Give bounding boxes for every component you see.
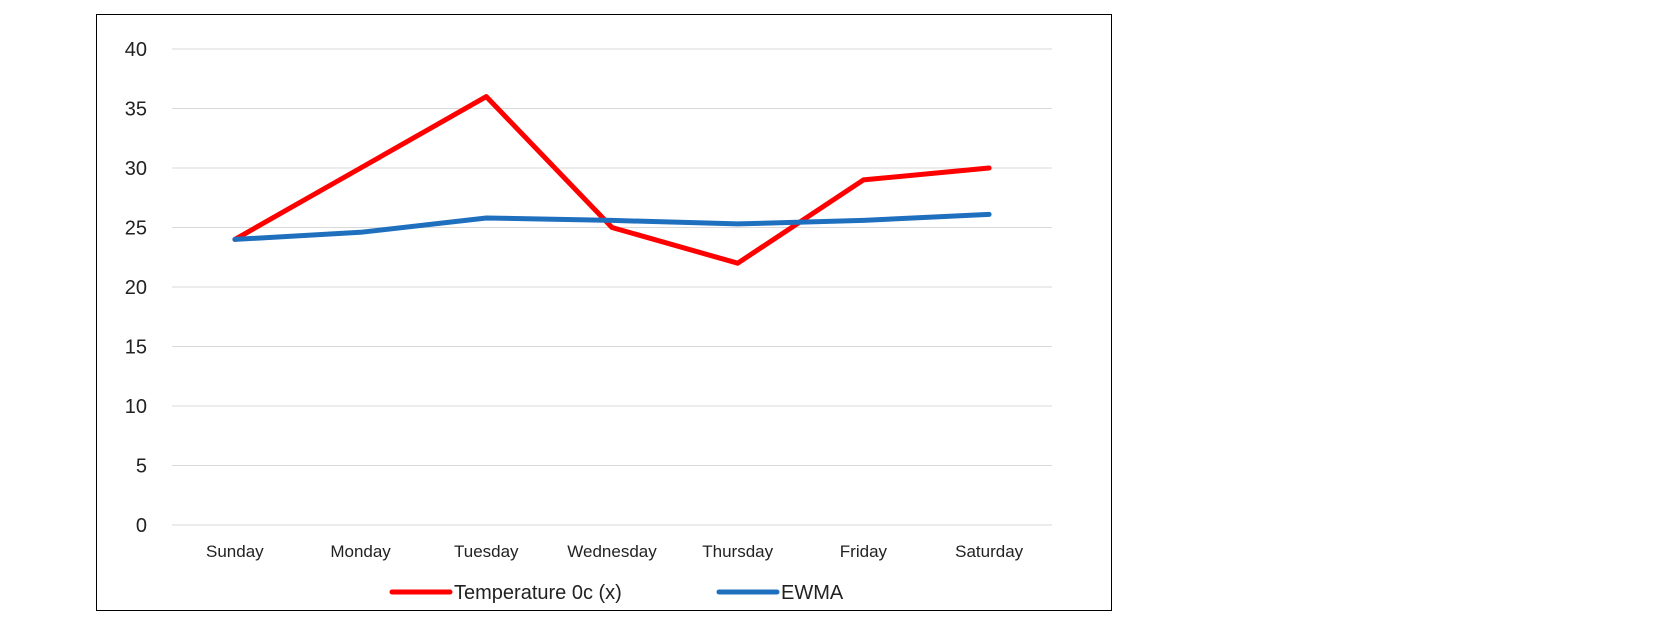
x-tick-label: Wednesday bbox=[567, 542, 657, 561]
x-tick-label: Sunday bbox=[206, 542, 264, 561]
series-line-temperature bbox=[232, 94, 992, 266]
y-tick-label: 0 bbox=[136, 515, 147, 537]
x-axis-ticks: Sunday Monday Tuesday Wednesday Thursday Frid… bbox=[206, 542, 1024, 561]
y-tick-label: 15 bbox=[125, 337, 147, 359]
series-line-ewma bbox=[232, 211, 992, 242]
y-tick-label: 10 bbox=[125, 396, 147, 418]
chart-frame: 0 5 10 15 20 25 30 35 40 Sunday Monday Tuesday Wedn… bbox=[96, 14, 1112, 611]
x-tick-label: Saturday bbox=[955, 542, 1024, 561]
line-chart: 0 5 10 15 20 25 30 35 40 Sunday Monday Tuesday Wedn… bbox=[125, 39, 1052, 604]
x-tick-label: Friday bbox=[840, 542, 888, 561]
y-tick-label: 30 bbox=[125, 158, 147, 180]
y-tick-label: 20 bbox=[125, 277, 147, 299]
y-tick-label: 35 bbox=[125, 99, 147, 121]
x-tick-label: Monday bbox=[330, 542, 391, 561]
y-axis-ticks: 0 5 10 15 20 25 30 35 40 bbox=[125, 39, 147, 537]
series-lines bbox=[232, 94, 992, 266]
y-tick-label: 5 bbox=[136, 456, 147, 478]
x-tick-label: Thursday bbox=[702, 542, 773, 561]
x-tick-label: Tuesday bbox=[454, 542, 519, 561]
legend-label: Temperature 0c (x) bbox=[454, 582, 622, 604]
legend-label: EWMA bbox=[781, 582, 844, 604]
y-tick-label: 25 bbox=[125, 218, 147, 240]
y-tick-label: 40 bbox=[125, 39, 147, 61]
gridlines bbox=[172, 48, 1052, 526]
legend: Temperature 0c (x) EWMA bbox=[389, 582, 844, 604]
